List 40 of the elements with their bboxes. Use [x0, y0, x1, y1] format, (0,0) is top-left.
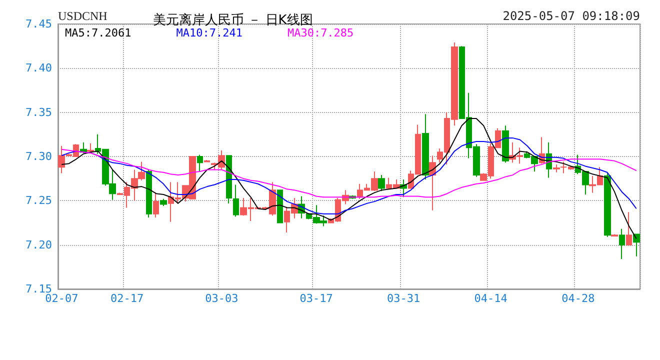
y-tick-label: 7.45: [26, 18, 52, 30]
candlestick: [226, 155, 232, 204]
x-tick-label: 02-17: [110, 292, 144, 305]
candlestick: [233, 184, 239, 218]
line-series: [61, 137, 637, 214]
y-tick-label: 7.30: [26, 150, 52, 163]
candlestick: [277, 190, 283, 224]
x-tick-label: 03-03: [205, 292, 238, 305]
candlestick: [619, 228, 625, 260]
candlestick: [160, 198, 167, 206]
candlestick: [633, 234, 640, 257]
candlestick: [502, 125, 509, 164]
x-tick-label: 03-17: [300, 292, 333, 305]
y-tick-label: 7.40: [26, 62, 52, 75]
candlestick: [378, 174, 385, 192]
text: USDCNH: [58, 9, 108, 23]
candlestick: [422, 114, 429, 180]
chart-title: 美元离岸人民币 － 日K线图: [153, 12, 313, 28]
x-tick-label: 04-14: [474, 292, 508, 305]
candlestick: [553, 164, 560, 173]
text: MA10:7.241: [176, 26, 242, 40]
candlestick: [604, 172, 611, 238]
candlestick: [429, 155, 436, 211]
candlestick: [204, 160, 210, 162]
line-series: [61, 148, 637, 198]
text: MA30:7.285: [287, 26, 354, 40]
candlestick: [146, 169, 152, 218]
candlestick: [197, 154, 203, 172]
x-tick-label: 03-31: [387, 292, 420, 305]
text: 2025-05-07 09:18:09: [502, 9, 640, 23]
y-tick-label: 7.35: [26, 106, 52, 119]
candlestick: [87, 142, 94, 152]
y-tick-label: 7.25: [26, 194, 52, 208]
candlestick: [611, 234, 618, 236]
x-tick-label: 04-28: [562, 292, 595, 305]
text: MA5:7.2061: [65, 26, 132, 40]
y-tick-label: 7.20: [26, 238, 52, 252]
candlestick: [153, 192, 159, 218]
line-series: [61, 118, 637, 240]
candlestick: [626, 212, 632, 246]
